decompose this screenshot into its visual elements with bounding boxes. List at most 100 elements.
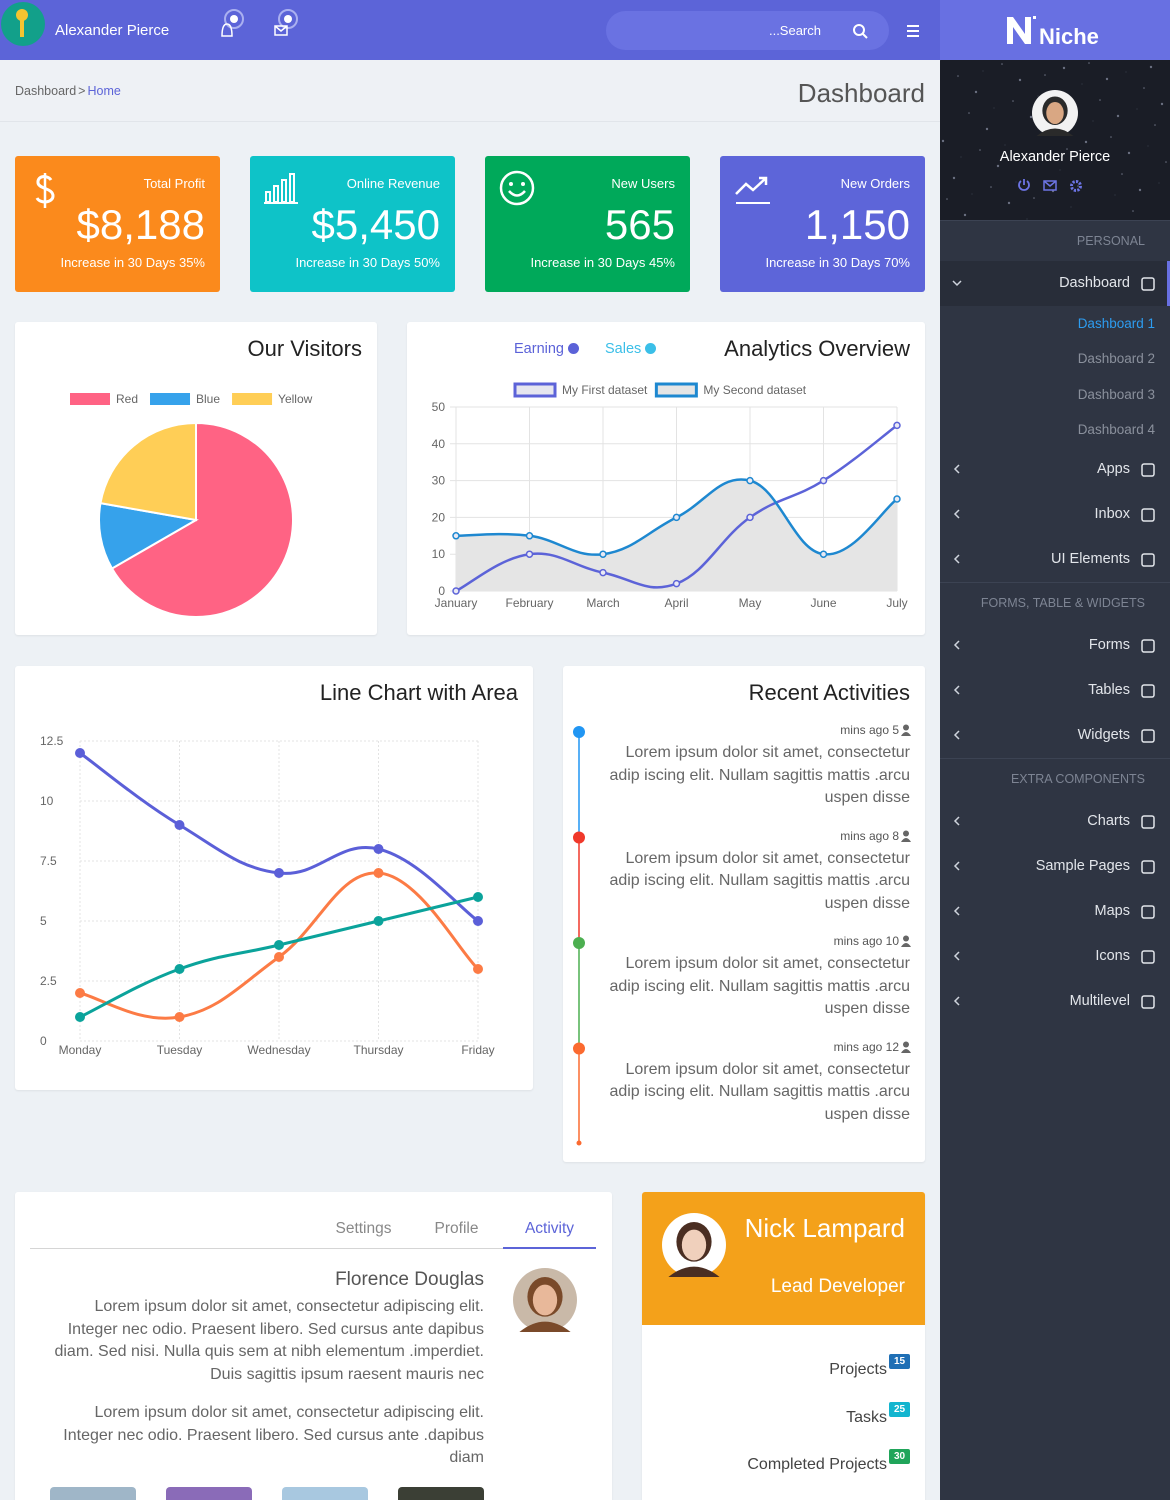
menu-item[interactable]: UI Elements	[940, 537, 1170, 582]
data-point	[75, 748, 85, 758]
avatar-face	[1046, 101, 1064, 125]
submenu-item[interactable]: Dashboard 2	[940, 341, 1170, 376]
legend-label: Blue	[196, 392, 220, 406]
breadcrumb-separator: >	[78, 84, 86, 98]
star-field	[940, 60, 1167, 220]
chart-title: Analytics Overview	[724, 336, 910, 361]
menu-icon	[1141, 639, 1155, 653]
menu-item[interactable]: Inbox	[940, 492, 1170, 537]
message-icon[interactable]	[266, 4, 306, 48]
menu-icon	[1141, 729, 1155, 743]
avatar-body	[668, 1266, 720, 1277]
menu-label: Sample Pages	[1035, 858, 1130, 875]
pie-slice	[99, 421, 197, 522]
breadcrumb-item[interactable]: Home	[87, 84, 121, 98]
menu-section: EXTRA COMPONENTS	[940, 758, 1170, 800]
submenu-label: Dashboard 2	[1077, 351, 1155, 367]
submenu-item[interactable]: Dashboard 1	[940, 306, 1170, 341]
menu-item[interactable]: Icons	[940, 934, 1170, 979]
tab[interactable]: Settings	[335, 1220, 392, 1237]
menu-item[interactable]: Apps	[940, 447, 1170, 492]
gear-icon	[1070, 180, 1082, 192]
chevron-path	[953, 996, 960, 1006]
paragraph: Lorem ipsum dolor sit amet, consectetur …	[63, 1404, 484, 1466]
stat-badge: 25	[889, 1401, 910, 1417]
menu-icon	[1141, 995, 1155, 1009]
thumbnail[interactable]	[282, 1487, 368, 1500]
data-point	[174, 820, 185, 830]
x-tick-label: Tuesday	[157, 1043, 203, 1057]
menu-label: Forms	[1088, 637, 1130, 654]
badge-label: Sales	[604, 341, 642, 357]
menu-item[interactable]: Multilevel	[940, 979, 1170, 1024]
data-point	[373, 844, 384, 854]
user-name[interactable]: Alexander Pierce	[55, 22, 170, 39]
tab[interactable]: Profile	[434, 1220, 479, 1237]
user-body	[901, 943, 911, 947]
breadcrumb-item[interactable]: Dashboard	[15, 84, 77, 98]
legend-label: Red	[116, 392, 138, 406]
menu-icon-shape	[1141, 860, 1155, 874]
chevron	[952, 280, 962, 287]
data-point	[274, 952, 284, 962]
chevron-path	[953, 730, 960, 740]
submenu-item[interactable]: Dashboard 4	[940, 412, 1170, 447]
menu-icon	[1141, 553, 1155, 567]
menu-icon-shape	[1141, 684, 1155, 698]
menu-item[interactable]: Dashboard	[940, 261, 1170, 306]
chevron	[953, 951, 960, 961]
menu-label: Multilevel	[1069, 993, 1130, 1010]
menu-item[interactable]: Charts	[940, 799, 1170, 844]
stat-footer: Increase in 30 Days 45%	[530, 255, 675, 270]
notification-icon[interactable]	[212, 4, 252, 48]
menu-icon-shape	[1141, 508, 1155, 522]
chevron-path	[953, 554, 960, 564]
x-tick-label: May	[739, 596, 762, 610]
x-tick-label: February	[505, 596, 553, 610]
menu-icon-shape	[1141, 950, 1155, 964]
menu-item[interactable]: Maps	[940, 889, 1170, 934]
profile-actions[interactable]	[1016, 178, 1096, 194]
tab[interactable]: Activity	[524, 1220, 575, 1237]
data-point	[893, 421, 901, 430]
menu-item[interactable]: Forms	[940, 623, 1170, 668]
thumbnail[interactable]	[398, 1487, 484, 1500]
user-head	[903, 1041, 909, 1047]
menu-item[interactable]: Sample Pages	[940, 844, 1170, 889]
legend-label: Yellow	[278, 392, 313, 406]
stat-value: $5,450	[311, 201, 440, 248]
avatar-body	[1036, 128, 1074, 136]
submenu-item[interactable]: Dashboard 3	[940, 377, 1170, 412]
menu-item[interactable]: Widgets	[940, 713, 1170, 758]
menu-toggle[interactable]	[906, 23, 922, 39]
thumbnail[interactable]	[50, 1487, 136, 1500]
chart-card: 0 2.5 5 7.5 10 12.5 Monday Tuesday Wednesday Thur…	[15, 666, 533, 1090]
star	[1132, 210, 1134, 212]
data-point	[473, 892, 483, 902]
user-avatar[interactable]	[0, 0, 48, 48]
search-box[interactable]: ...Search	[606, 11, 889, 50]
brand-name[interactable]: Niche	[1039, 24, 1099, 49]
menu-icon	[1141, 684, 1155, 698]
stat-icon	[264, 173, 298, 204]
avatar-face	[681, 1229, 707, 1261]
menu-icon-shape	[1141, 639, 1155, 653]
x-tick-label: Thursday	[353, 1043, 403, 1057]
brand-logo[interactable]	[1005, 14, 1039, 48]
timeline-dot	[573, 726, 585, 738]
star	[996, 164, 1000, 168]
star	[993, 107, 995, 109]
pulse	[278, 9, 298, 29]
search-icon[interactable]	[851, 22, 871, 42]
card-title: Recent Activities	[748, 680, 910, 705]
star	[1158, 182, 1160, 184]
y-tick-label: 0	[40, 1034, 47, 1048]
sidebar-user-name[interactable]: Alexander Pierce	[999, 149, 1111, 165]
chart-title: Line Chart with Area	[319, 680, 518, 705]
data-point	[452, 532, 460, 540]
profile-name: Nick Lampard	[744, 1213, 905, 1243]
star	[1138, 188, 1142, 192]
thumbnail[interactable]	[166, 1487, 252, 1500]
chart-card: 0 10 20 30 40 50 January February March April May J…	[407, 322, 925, 635]
menu-item[interactable]: Tables	[940, 668, 1170, 713]
